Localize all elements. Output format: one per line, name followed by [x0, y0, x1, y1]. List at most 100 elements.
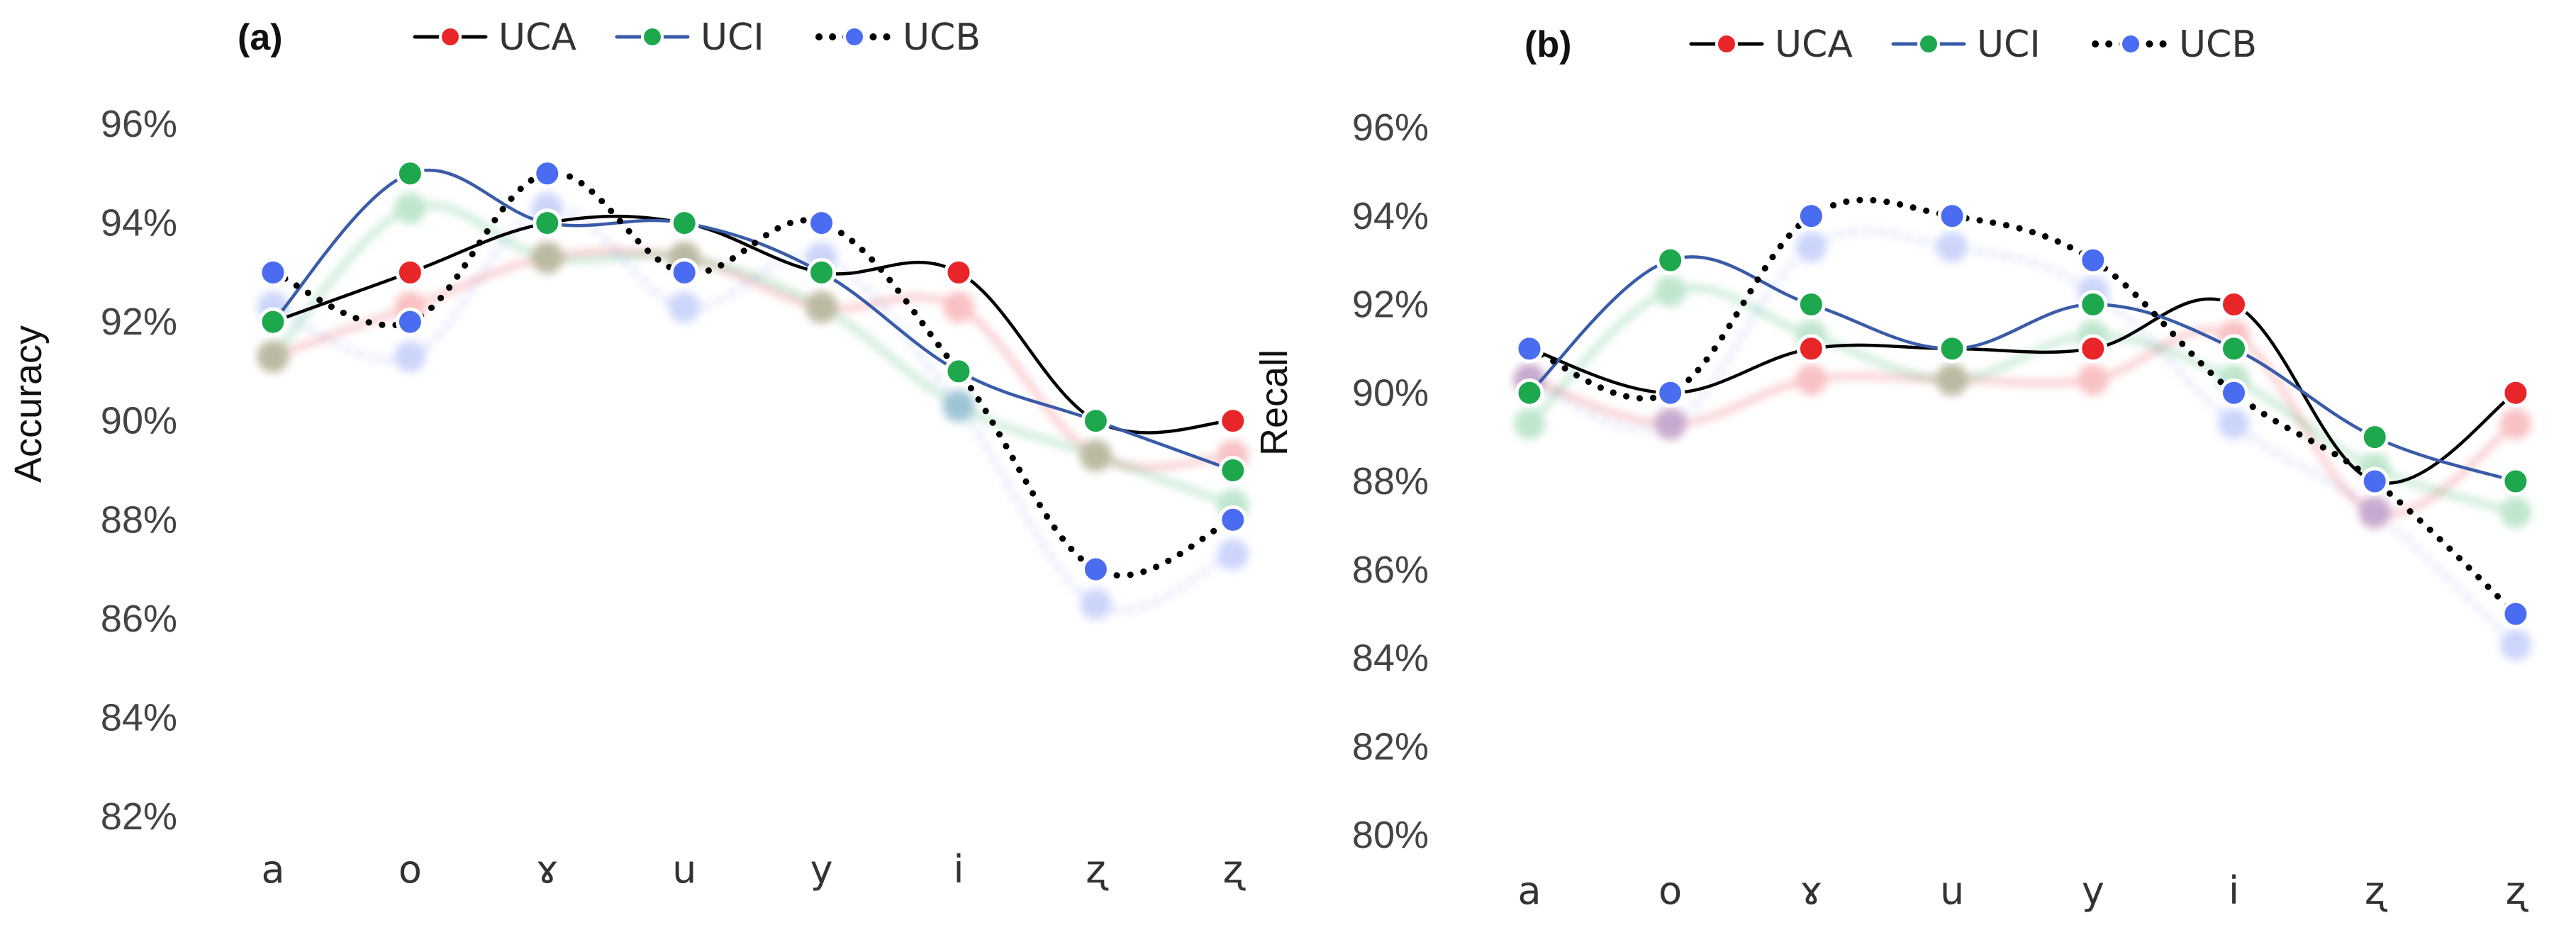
y-axis-title: Recall	[1253, 349, 1295, 456]
legend-item-uca: UCA	[413, 16, 576, 59]
legend-label: UCA	[498, 16, 576, 59]
data-point-ucb	[1218, 505, 1248, 534]
data-point-uci	[533, 208, 562, 238]
data-point-ucb	[2078, 245, 2108, 275]
data-point-uca	[1218, 406, 1248, 436]
shadow-point	[394, 340, 426, 372]
x-tick-label: u	[672, 847, 696, 892]
shadow-point	[943, 291, 974, 323]
data-point-uci	[2078, 290, 2108, 319]
shadow-point	[1080, 439, 1112, 471]
y-tick-label: 94%	[101, 202, 177, 245]
x-tick-label: ɤ	[1800, 868, 1822, 913]
shadow-point	[1217, 539, 1249, 571]
data-point-ucb	[395, 307, 425, 337]
legend-marker	[843, 26, 866, 48]
x-tick-label: ʐ	[2506, 868, 2529, 913]
y-tick-label: 96%	[1352, 106, 1429, 149]
shadow-point	[1936, 231, 1968, 263]
data-point-uci	[1515, 378, 1544, 408]
shadow-point	[257, 340, 289, 372]
series-shadow-line	[1527, 228, 2519, 648]
legend-marker	[1715, 33, 1738, 55]
legend-label: UCB	[2179, 23, 2257, 66]
x-tick-label: ʐ	[1223, 847, 1247, 892]
series-shadow-line	[270, 204, 1236, 613]
legend-item-ucb: UCB	[815, 16, 981, 59]
shadow-point	[2359, 496, 2391, 528]
shadow-point	[2218, 408, 2250, 439]
data-point-uci	[1218, 456, 1248, 485]
x-tick-label: u	[1940, 868, 1964, 913]
x-tick-label: y	[810, 847, 833, 892]
legend-item-uci: UCI	[615, 16, 764, 59]
data-point-ucb	[2360, 466, 2390, 496]
legend-marker	[2119, 33, 2142, 55]
data-point-ucb	[258, 257, 288, 287]
shadow-point	[805, 291, 837, 323]
data-point-uci	[2219, 334, 2248, 364]
legend-marker	[439, 26, 462, 48]
data-point-uci	[1796, 290, 1826, 319]
x-tick-label: a	[261, 847, 284, 892]
data-point-uci	[395, 159, 425, 189]
y-tick-label: 88%	[1352, 460, 1429, 503]
data-point-ucb	[1656, 378, 1685, 408]
shadow-point	[2499, 629, 2531, 661]
panel-label: (b)	[1524, 24, 1571, 65]
data-point-uci	[2360, 422, 2390, 452]
shadow-point	[2499, 408, 2531, 439]
x-tick-label: o	[1658, 868, 1682, 913]
shadow-point	[531, 242, 563, 274]
data-point-uci	[258, 307, 288, 337]
x-tick-label: i	[953, 847, 964, 892]
shadow-point	[2077, 364, 2109, 396]
data-point-ucb	[1937, 201, 1967, 231]
data-point-ucb	[2501, 599, 2531, 629]
shadow-point	[943, 390, 974, 422]
x-tick-label: ʐ	[1086, 847, 1109, 892]
data-point-ucb	[807, 208, 837, 238]
y-tick-label: 90%	[101, 400, 177, 442]
shadow-point	[2499, 496, 2531, 528]
data-point-uci	[1081, 406, 1110, 436]
x-tick-label: i	[2229, 868, 2239, 913]
data-point-uci	[1937, 334, 1967, 364]
y-tick-label: 82%	[101, 795, 177, 838]
series-shadow-line	[270, 248, 1236, 471]
panel-label: (a)	[238, 17, 283, 58]
x-tick-label: y	[2082, 868, 2104, 913]
y-tick-label: 82%	[1352, 725, 1429, 768]
shadow-point	[1654, 408, 1686, 439]
data-point-uca	[2219, 290, 2248, 319]
y-tick-label: 90%	[1352, 371, 1429, 414]
legend-item-ucb: UCB	[2092, 23, 2257, 66]
legend-label: UCA	[1775, 23, 1853, 66]
data-point-uca	[1796, 334, 1826, 364]
legend-label: UCI	[1977, 23, 2041, 66]
x-tick-label: ɤ	[536, 847, 559, 892]
data-point-uci	[944, 357, 974, 386]
data-point-uca	[395, 257, 425, 287]
data-point-ucb	[2219, 378, 2248, 408]
shadow-point	[1795, 364, 1827, 396]
data-point-ucb	[669, 257, 699, 287]
y-tick-label: 96%	[101, 103, 177, 145]
data-point-uca	[944, 257, 974, 287]
y-tick-label: 80%	[1352, 814, 1429, 856]
data-point-ucb	[1796, 201, 1826, 231]
series-line-uca	[271, 214, 1235, 435]
legend-label: UCB	[903, 16, 981, 59]
data-point-uci	[669, 208, 699, 238]
x-tick-label: a	[1517, 868, 1541, 913]
data-point-ucb	[1515, 334, 1544, 364]
data-point-ucb	[1081, 554, 1110, 584]
data-point-uca	[2078, 334, 2108, 364]
shadow-point	[669, 291, 701, 323]
series-line-ucb	[1526, 196, 2519, 617]
series-line-ucb	[269, 169, 1237, 579]
shadow-point	[1514, 408, 1545, 439]
shadow-point	[394, 192, 426, 224]
legend-marker	[641, 26, 664, 48]
